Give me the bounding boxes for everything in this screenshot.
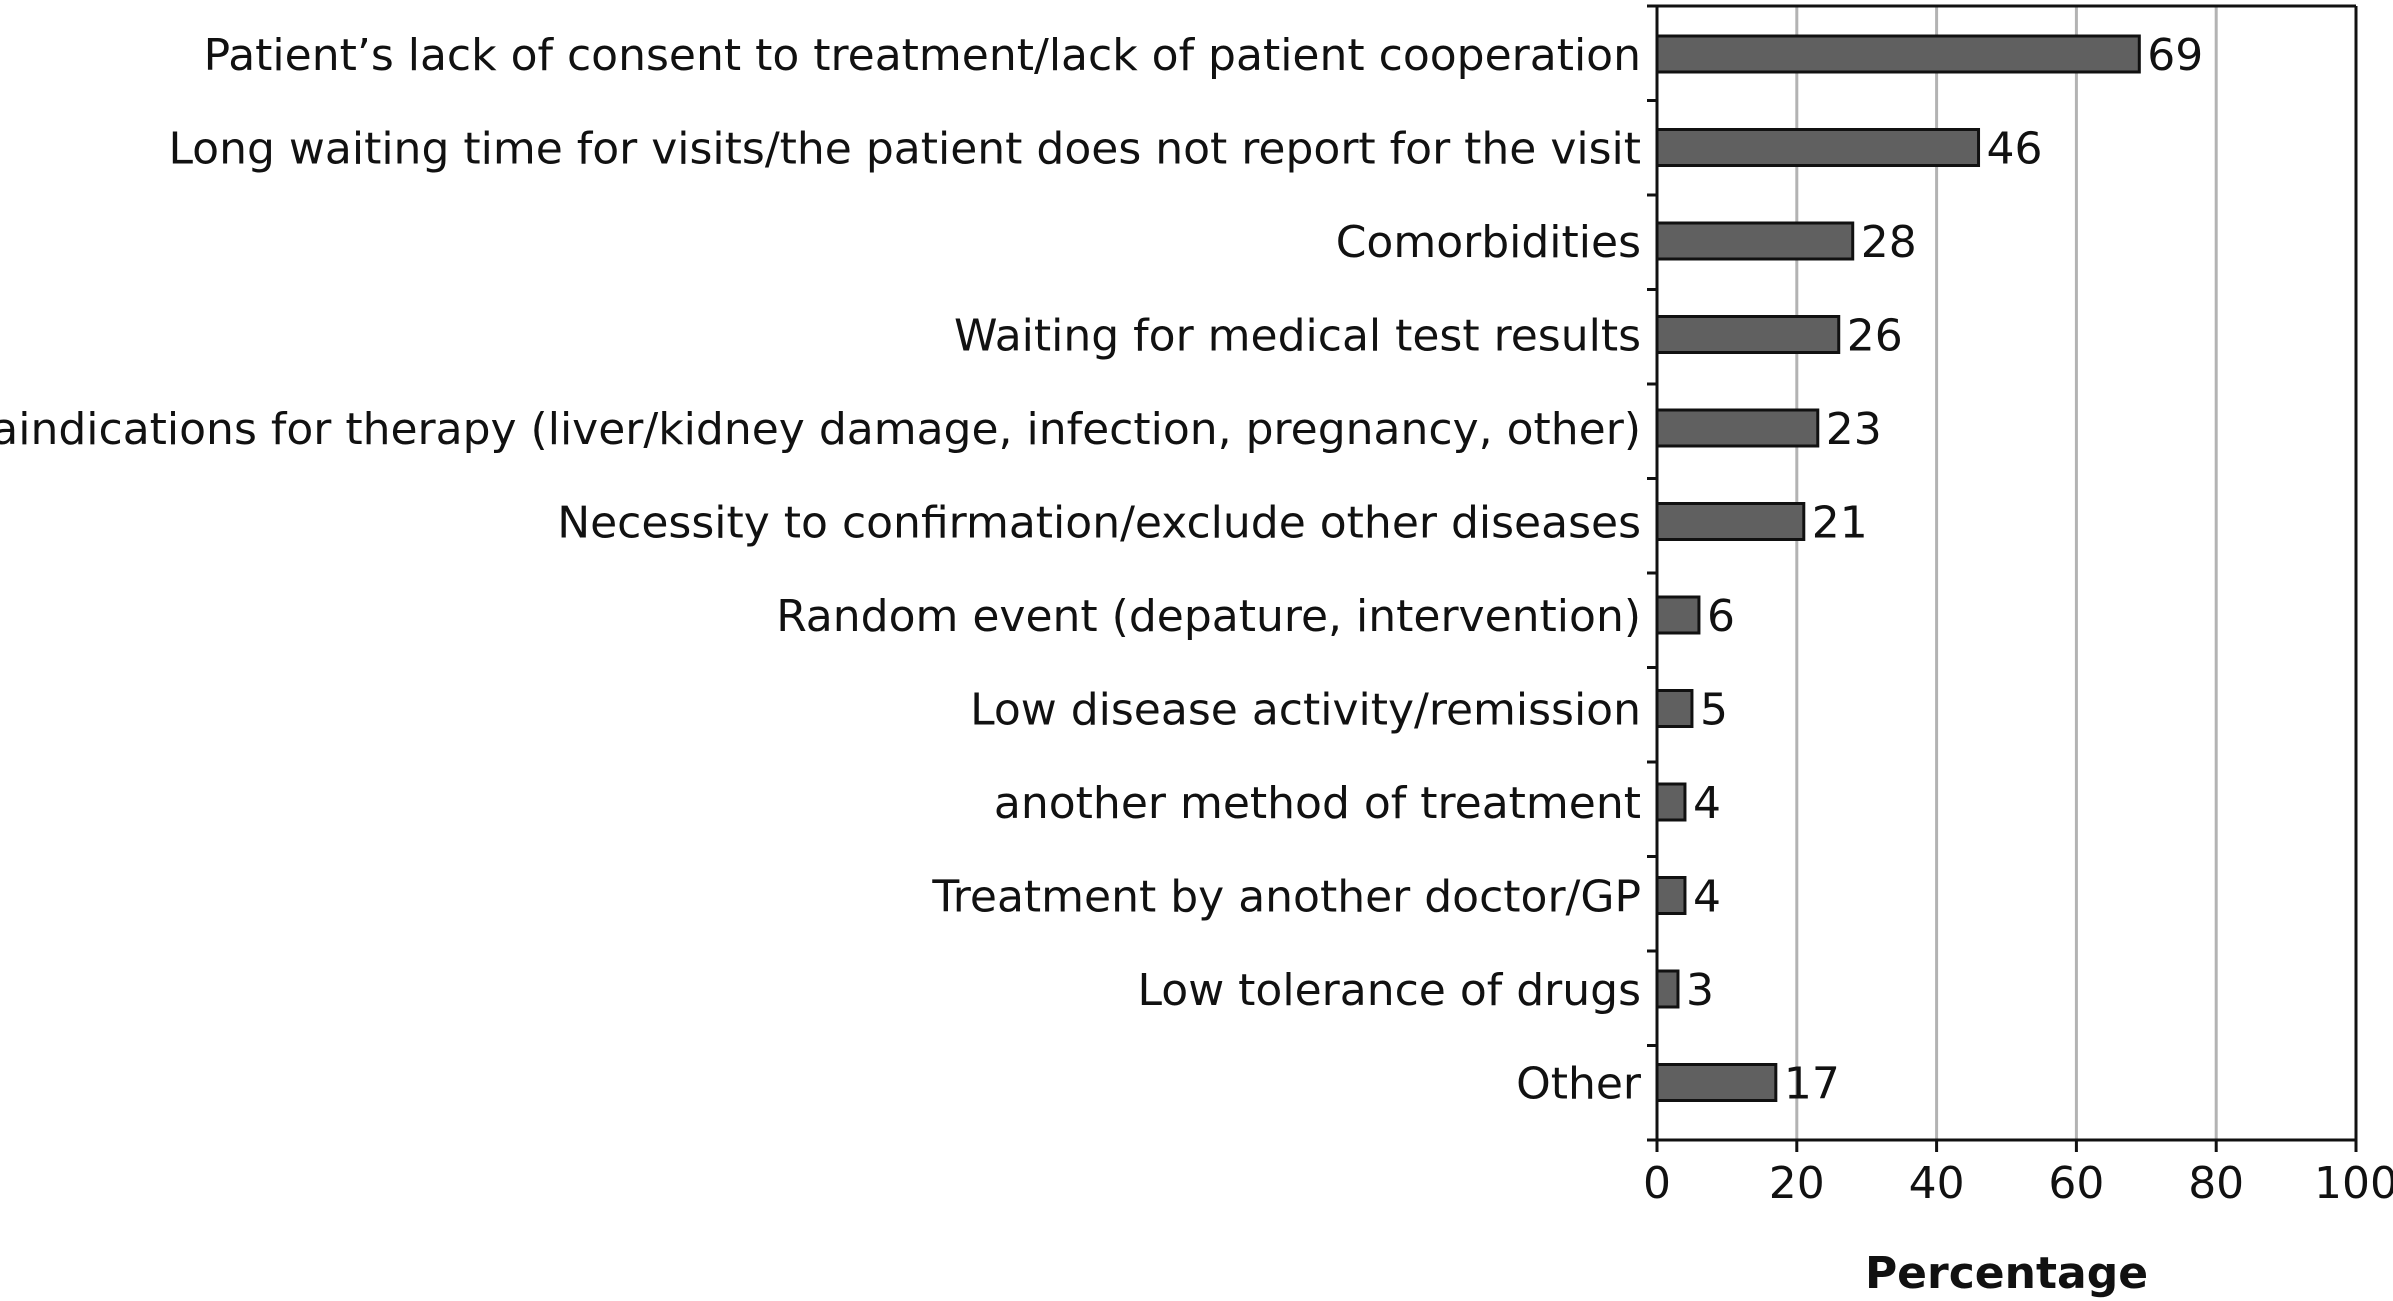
bar — [1655, 408, 1820, 448]
axes — [1647, 4, 2358, 1152]
category-label: Contraindications for therapy (liver/kid… — [0, 404, 1641, 455]
data-label: 46 — [1987, 124, 2043, 175]
data-label: 23 — [1826, 404, 1882, 455]
data-label: 69 — [2147, 30, 2203, 81]
x-tick-label: 20 — [1769, 1158, 1825, 1209]
x-tick-label: 40 — [1909, 1158, 1965, 1209]
x-tick-label: 80 — [2188, 1158, 2244, 1209]
data-label: 26 — [1847, 311, 1903, 362]
bar — [1655, 128, 1981, 167]
x-tick-label: 100 — [2314, 1158, 2393, 1209]
x-tick-label: 0 — [1643, 1158, 1671, 1209]
bars — [1655, 34, 2141, 1102]
bar — [1655, 315, 1841, 354]
category-label: Low disease activity/remission — [970, 685, 1641, 736]
bar — [1655, 595, 1701, 635]
bar — [1655, 34, 2141, 74]
data-label: 28 — [1861, 217, 1917, 268]
data-label: 4 — [1693, 778, 1721, 829]
category-label: Other — [1516, 1059, 1642, 1110]
category-label: Low tolerance of drugs — [1138, 965, 1641, 1016]
x-axis-title: Percentage — [1865, 1248, 2148, 1299]
x-tick-label: 60 — [2048, 1158, 2104, 1209]
category-label: Patient’s lack of consent to treatment/l… — [204, 30, 1641, 81]
category-label: Random event (depature, intervention) — [776, 591, 1641, 642]
data-label: 3 — [1686, 965, 1714, 1016]
bar — [1655, 689, 1694, 728]
bar — [1655, 876, 1687, 915]
category-label: Long waiting time for visits/the patient… — [168, 124, 1641, 175]
category-label: Waiting for medical test results — [954, 311, 1641, 362]
data-label: 17 — [1784, 1059, 1840, 1110]
data-label: 4 — [1693, 872, 1721, 923]
category-label: Necessity to confirmation/exclude other … — [557, 498, 1641, 549]
bar — [1655, 502, 1806, 541]
category-label: another method of treatment — [994, 778, 1641, 829]
bar — [1655, 782, 1687, 822]
data-label: 5 — [1700, 685, 1728, 736]
labels: 0 20 40 60 80 100 Patient’s lack of consent to… — [0, 30, 2393, 1209]
category-label: Treatment by another doctor/GP — [931, 872, 1641, 923]
bar — [1655, 221, 1855, 261]
data-label: 21 — [1812, 498, 1868, 549]
category-label: Comorbidities — [1336, 217, 1641, 268]
data-label: 6 — [1707, 591, 1735, 642]
gridlines — [1795, 6, 2358, 1140]
bar — [1655, 1063, 1778, 1102]
bar — [1655, 969, 1680, 1009]
